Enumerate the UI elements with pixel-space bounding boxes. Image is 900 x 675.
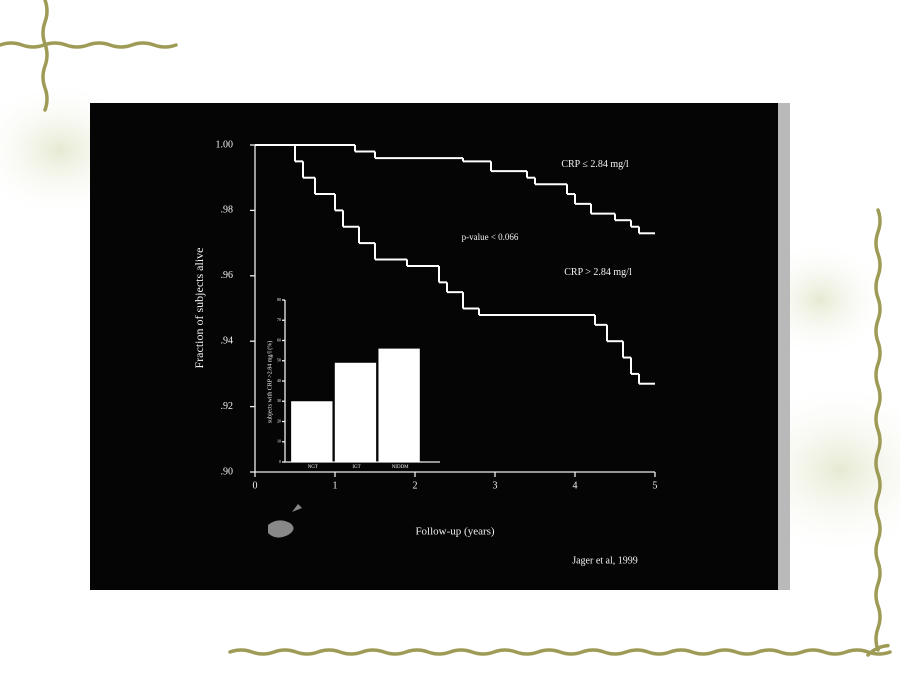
x-tick-label: 2 bbox=[413, 480, 418, 491]
y-tick-label: .98 bbox=[221, 205, 234, 216]
inset-y-tick-label: 10 bbox=[277, 439, 281, 444]
y-tick-label: 1.00 bbox=[216, 139, 234, 150]
inset-y-tick-label: 0 bbox=[279, 459, 281, 464]
legend-label: CRP > 2.84 mg/l bbox=[564, 267, 632, 278]
inset-x-tick-label: IGT bbox=[352, 465, 360, 470]
x-tick-label: 5 bbox=[653, 480, 658, 491]
inset-y-tick-label: 80 bbox=[277, 297, 281, 302]
bar bbox=[378, 348, 420, 462]
x-tick-label: 4 bbox=[573, 480, 578, 491]
x-axis-label: Follow-up (years) bbox=[415, 526, 494, 538]
y-tick-label: .92 bbox=[221, 401, 234, 412]
inset-y-tick-label: 20 bbox=[277, 418, 281, 423]
wavy-line bbox=[41, 0, 49, 112]
bar bbox=[291, 401, 333, 462]
annotation: p-value < 0.066 bbox=[462, 232, 519, 242]
inset-y-label: subjects with CRP >2.84 mg/l (%) bbox=[266, 341, 273, 424]
x-tick-label: 0 bbox=[253, 480, 258, 491]
inset-x-tick-label: NGT bbox=[308, 465, 318, 470]
panel-edge bbox=[778, 103, 790, 590]
legend-label: CRP ≤ 2.84 mg/l bbox=[561, 159, 629, 170]
y-tick-label: .94 bbox=[221, 335, 234, 346]
x-tick-label: 1 bbox=[333, 480, 338, 491]
inset-y-tick-label: 40 bbox=[277, 378, 281, 383]
wavy-line bbox=[228, 648, 892, 656]
wavy-line bbox=[874, 208, 882, 652]
wavy-line bbox=[0, 41, 178, 49]
source: Jager et al, 1999 bbox=[572, 555, 638, 566]
inset-y-tick-label: 30 bbox=[277, 398, 281, 403]
bar bbox=[334, 362, 377, 462]
x-tick-label: 3 bbox=[493, 480, 498, 491]
y-tick-label: .96 bbox=[221, 270, 234, 281]
chart-image-panel bbox=[90, 103, 780, 590]
y-axis-label: Fraction of subjects alive bbox=[192, 248, 206, 369]
inset-y-tick-label: 50 bbox=[277, 358, 281, 363]
inset-y-tick-label: 70 bbox=[277, 317, 281, 322]
inset-x-tick-label: NIDDM bbox=[392, 465, 409, 470]
scan-smudge bbox=[268, 504, 302, 538]
y-tick-label: .90 bbox=[221, 466, 234, 477]
wavy-line bbox=[866, 643, 890, 657]
inset-y-tick-label: 60 bbox=[277, 337, 281, 342]
